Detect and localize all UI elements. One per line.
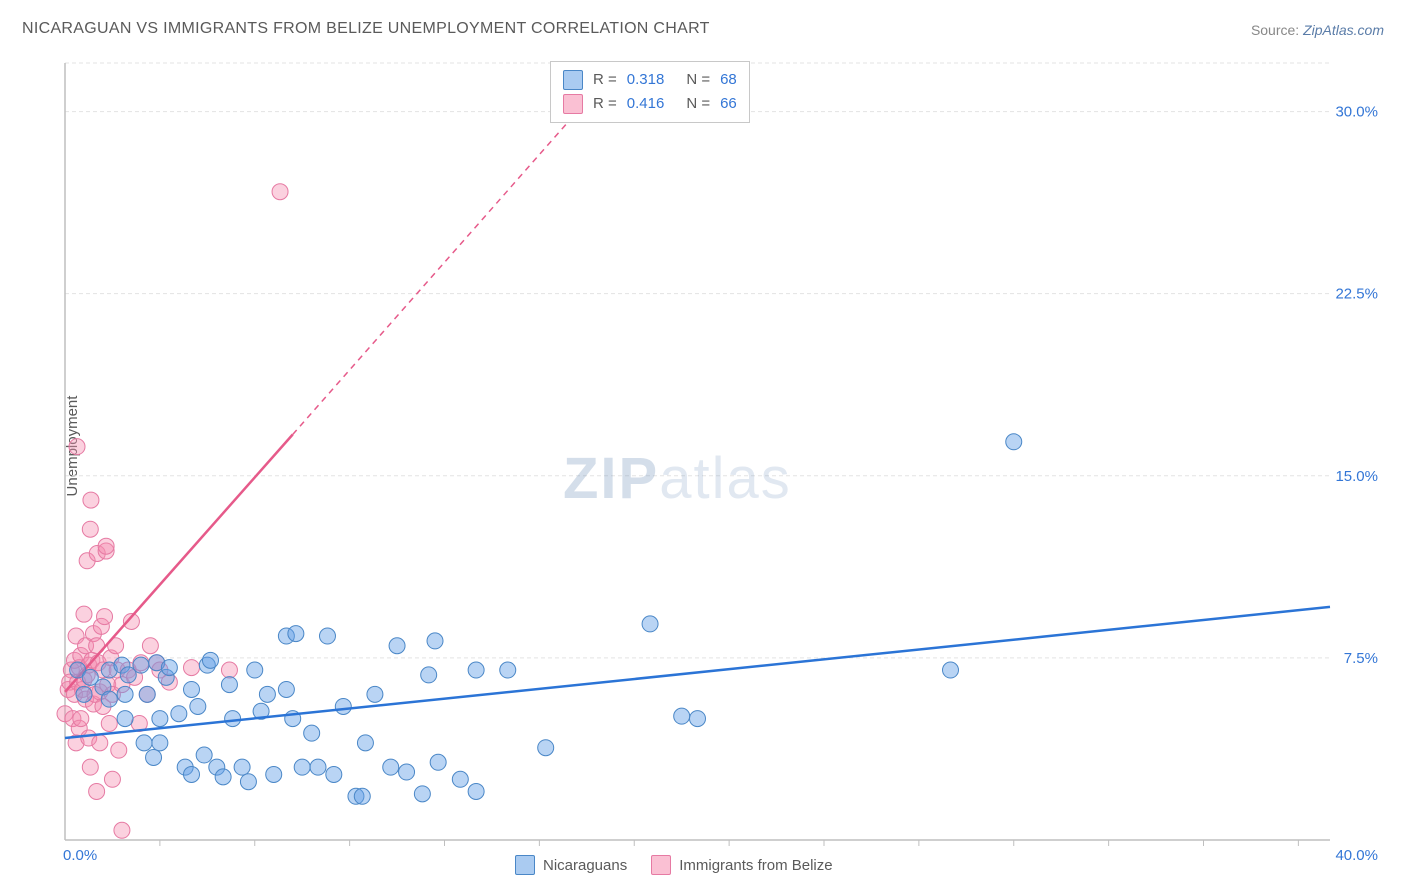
r-value-blue: 0.318 xyxy=(627,68,665,92)
legend-row-pink: R = 0.416 N = 66 xyxy=(563,92,737,116)
legend-swatch-pink xyxy=(651,855,671,875)
legend-correlation: R = 0.318 N = 68 R = 0.416 N = 66 xyxy=(550,61,750,123)
svg-text:7.5%: 7.5% xyxy=(1344,650,1378,667)
svg-text:0.0%: 0.0% xyxy=(63,847,97,860)
svg-text:22.5%: 22.5% xyxy=(1335,286,1378,303)
source-label: Source: xyxy=(1251,22,1299,38)
legend-label-nicaraguans: Nicaraguans xyxy=(543,857,627,874)
n-label: N = xyxy=(686,92,710,116)
legend-series: Nicaraguans Immigrants from Belize xyxy=(515,855,833,875)
n-value-pink: 66 xyxy=(720,92,737,116)
svg-text:15.0%: 15.0% xyxy=(1335,468,1378,485)
legend-item-belize: Immigrants from Belize xyxy=(651,855,832,875)
r-label: R = xyxy=(593,68,617,92)
chart-svg: 0.0% 40.0% 7.5% 15.0% 22.5% 30.0% xyxy=(55,55,1383,860)
legend-row-blue: R = 0.318 N = 68 xyxy=(563,68,737,92)
legend-label-belize: Immigrants from Belize xyxy=(679,857,832,874)
r-value-pink: 0.416 xyxy=(627,92,665,116)
chart-title: NICARAGUAN VS IMMIGRANTS FROM BELIZE UNE… xyxy=(22,20,710,38)
legend-swatch-pink xyxy=(563,94,583,114)
source-link[interactable]: ZipAtlas.com xyxy=(1303,22,1384,38)
r-label: R = xyxy=(593,92,617,116)
svg-text:30.0%: 30.0% xyxy=(1335,104,1378,121)
plot-area: 0.0%40.0%7.5%15.0%22.5%30.0% ZIPatlas R … xyxy=(55,55,1383,860)
legend-swatch-blue xyxy=(563,70,583,90)
svg-text:40.0%: 40.0% xyxy=(1335,847,1378,860)
source-attribution: Source: ZipAtlas.com xyxy=(1251,22,1384,38)
legend-swatch-blue xyxy=(515,855,535,875)
n-value-blue: 68 xyxy=(720,68,737,92)
legend-item-nicaraguans: Nicaraguans xyxy=(515,855,627,875)
n-label: N = xyxy=(686,68,710,92)
